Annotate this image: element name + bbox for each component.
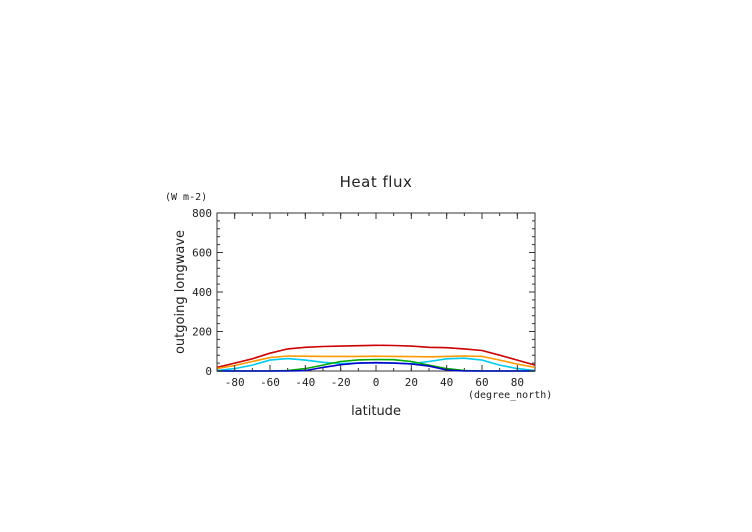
x-unit-label: (degree_north)	[468, 390, 552, 401]
x-tick-label: 80	[511, 376, 524, 389]
x-axis-label: latitude	[351, 404, 401, 419]
y-tick-label: 200	[192, 326, 212, 339]
x-tick-label: 40	[440, 376, 453, 389]
plot-frame	[216, 212, 536, 372]
x-tick-label: 20	[405, 376, 418, 389]
x-tick-label: -80	[225, 376, 245, 389]
y-axis-label: outgoing longwave	[173, 230, 188, 354]
y-tick-label: 800	[192, 207, 212, 220]
y-unit-label: (W m-2)	[165, 192, 207, 203]
y-tick-label: 400	[192, 286, 212, 299]
x-tick-label: -20	[331, 376, 351, 389]
plot-border	[216, 212, 536, 372]
series-line-1	[216, 344, 536, 369]
chart-title: Heat flux	[340, 173, 413, 191]
series-line-2	[216, 355, 536, 370]
x-tick-label: 60	[475, 376, 488, 389]
y-tick-label: 0	[205, 365, 212, 378]
y-tick-label: 600	[192, 247, 212, 260]
x-tick-label: -40	[295, 376, 315, 389]
x-tick-label: -60	[260, 376, 280, 389]
x-tick-label: 0	[373, 376, 380, 389]
